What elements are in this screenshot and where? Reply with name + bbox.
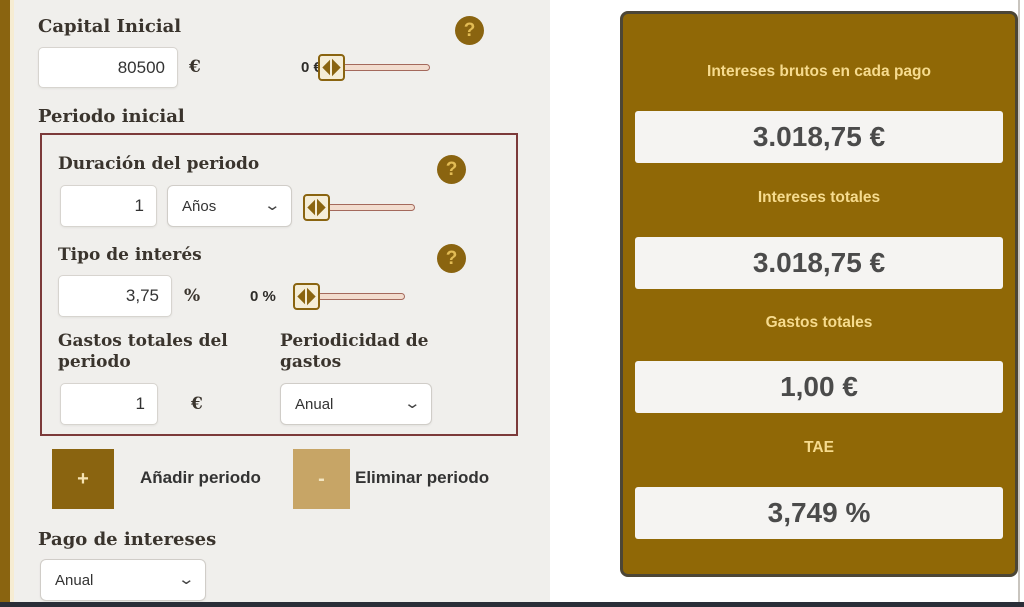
chevron-down-icon: ⌄ (177, 571, 196, 588)
minus-icon: - (318, 467, 325, 490)
interest-slider-value: 0 % (250, 288, 276, 305)
capital-slider-value: 0 € (301, 59, 322, 76)
interest-payment-select[interactable]: Anual ⌄ (40, 559, 206, 601)
slider-track[interactable] (327, 204, 415, 211)
duration-slider[interactable] (303, 194, 415, 221)
result-value: 1,00 € (635, 361, 1003, 413)
capital-input[interactable] (38, 47, 178, 88)
interest-payment-value: Anual (55, 571, 94, 589)
slider-thumb-icon[interactable] (318, 54, 345, 81)
slider-track[interactable] (317, 293, 405, 300)
capital-slider[interactable] (318, 54, 430, 81)
left-accent-bar (0, 0, 10, 607)
slider-track[interactable] (342, 64, 430, 71)
left-accent-inner-line (10, 0, 14, 607)
result-value: 3.018,75 € (635, 237, 1003, 289)
slider-thumb-icon[interactable] (293, 283, 320, 310)
interest-unit-label: % (184, 286, 201, 306)
result-label: Gastos totales (765, 314, 873, 331)
results-panel: Intereses brutos en cada pago 3.018,75 €… (620, 11, 1018, 577)
remove-period-label[interactable]: Eliminar periodo (355, 468, 490, 487)
interest-slider[interactable] (293, 283, 405, 310)
help-icon[interactable]: ? (437, 244, 466, 273)
duration-unit-value: Años (182, 197, 217, 215)
remove-period-button[interactable]: - (293, 449, 350, 509)
chevron-down-icon: ⌄ (403, 395, 422, 412)
result-label: Intereses brutos en cada pago (707, 63, 931, 80)
duracion-label: Duración del periodo (58, 154, 260, 174)
period-group-box (40, 133, 518, 436)
plus-icon: + (77, 467, 89, 490)
pago-intereses-label: Pago de intereses (38, 529, 217, 550)
periodicity-select[interactable]: Anual ⌄ (280, 383, 432, 425)
add-period-label[interactable]: Añadir periodo (140, 468, 261, 487)
result-label: TAE (804, 439, 834, 456)
slider-thumb-icon[interactable] (303, 194, 330, 221)
result-label: Intereses totales (757, 189, 881, 206)
gastos-totales-label: Gastos totales del periodo (58, 331, 228, 372)
help-icon[interactable]: ? (437, 155, 466, 184)
help-icon[interactable]: ? (455, 16, 484, 45)
periodicity-value: Anual (295, 395, 334, 413)
interest-rate-input[interactable] (58, 275, 172, 317)
tipo-interes-label: Tipo de interés (58, 245, 202, 265)
duration-input[interactable] (60, 185, 157, 227)
chevron-down-icon: ⌄ (263, 197, 282, 214)
duration-unit-select[interactable]: Años ⌄ (167, 185, 292, 227)
capital-inicial-label: Capital Inicial (38, 16, 182, 37)
result-value: 3.018,75 € (635, 111, 1003, 163)
add-period-button[interactable]: + (52, 449, 114, 509)
capital-unit-label: € (189, 57, 201, 77)
expenses-input[interactable] (60, 383, 158, 425)
periodo-inicial-label: Periodo inicial (38, 106, 185, 127)
result-value: 3,749 % (635, 487, 1003, 539)
periodicidad-label: Periodicidad de gastos (280, 331, 429, 372)
expenses-unit-label: € (191, 394, 203, 414)
bottom-window-border (0, 602, 1024, 607)
window-edge (1018, 0, 1020, 607)
